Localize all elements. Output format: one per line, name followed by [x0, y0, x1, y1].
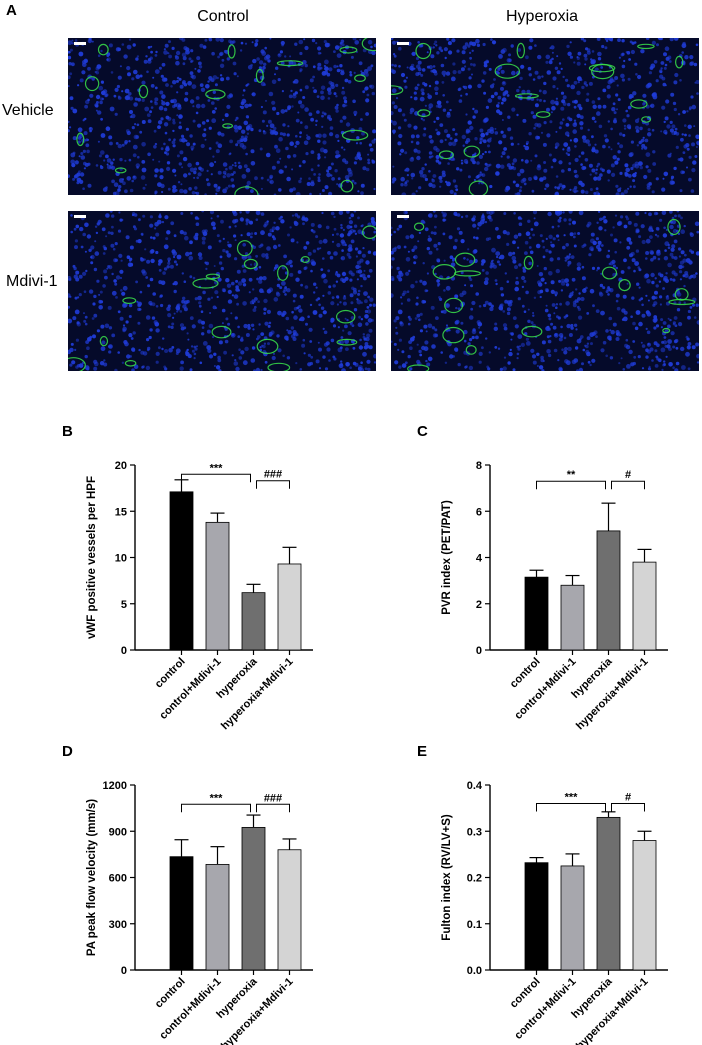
- y-axis-label: PVR index (PET/PAT): [441, 500, 453, 615]
- x-tick-label: control: [153, 976, 188, 1011]
- y-tick-label: 15: [115, 506, 127, 518]
- x-tick-label: hyperoxia+Mdivi-1: [219, 656, 296, 733]
- column-header-control: Control: [197, 8, 249, 25]
- y-tick-label: 0: [476, 645, 482, 657]
- x-tick-label: control+Mdivi-1: [157, 656, 223, 722]
- y-tick-label: 6: [476, 506, 482, 518]
- x-tick-label: hyperoxia+Mdivi-1: [574, 656, 651, 733]
- y-axis-label: vWF positive vessels per HPF: [86, 476, 98, 639]
- micrograph-hyperoxia-vehicle: [391, 38, 699, 195]
- nuclei-texture: [68, 211, 376, 371]
- y-tick-label: 8: [476, 460, 482, 472]
- significance-label: **: [567, 469, 576, 481]
- y-tick-label: 1200: [103, 780, 127, 792]
- bar-hyperoxia: [596, 816, 621, 971]
- significance-bracket: [181, 803, 251, 813]
- column-header-hyperoxia: Hyperoxia: [505, 8, 579, 25]
- significance-label: ###: [264, 469, 282, 481]
- y-tick-label: 0.0: [467, 965, 482, 977]
- y-tick-label: 0.1: [467, 919, 482, 931]
- significance-label: ***: [565, 792, 579, 804]
- bar-control-mdivi-1: [205, 863, 230, 971]
- chart-b: B 0 5 10 15 20 vWF positive vessels per HPF con…: [0, 410, 340, 732]
- panel-letter: C: [417, 423, 428, 440]
- x-tick-label: control: [153, 656, 188, 691]
- y-tick-label: 4: [476, 553, 483, 565]
- scale-bar: [397, 42, 409, 45]
- y-axis-label: Fulton index (RV/LV+S): [441, 814, 453, 941]
- bar-control: [169, 491, 194, 651]
- micrograph-control-vehicle: [68, 38, 376, 195]
- vessel-staining: [391, 42, 684, 195]
- x-tick-label: control+Mdivi-1: [157, 976, 223, 1042]
- scale-bar: [74, 215, 86, 218]
- panel-letter: E: [417, 743, 427, 760]
- bar-control: [524, 862, 549, 971]
- bar-hyperoxia: [596, 530, 621, 651]
- scale-bar: [74, 42, 86, 45]
- significance-label: ***: [210, 462, 224, 474]
- y-tick-label: 600: [109, 873, 127, 885]
- row-header-vehicle: Vehicle: [2, 102, 54, 119]
- significance-bracket: [536, 480, 606, 490]
- bar-control-mdivi-1: [205, 521, 230, 651]
- bar-hyperoxia-mdivi-1: [632, 840, 657, 971]
- bar-control-mdivi-1: [560, 584, 585, 651]
- x-tick-label: control: [508, 656, 543, 691]
- panel-letter-a: A: [6, 2, 17, 19]
- significance-label: ***: [210, 792, 224, 804]
- bar-control-mdivi-1: [560, 865, 585, 971]
- significance-label: #: [625, 469, 631, 481]
- y-axis-label: PA peak flow velocity (mm/s): [86, 799, 98, 956]
- panel-letter: B: [62, 423, 73, 440]
- y-tick-label: 0: [121, 965, 127, 977]
- bar-hyperoxia-mdivi-1: [277, 849, 302, 971]
- y-tick-label: 10: [115, 553, 127, 565]
- significance-bracket: [611, 803, 645, 812]
- y-tick-label: 20: [115, 460, 127, 472]
- bar-control: [524, 576, 549, 651]
- x-tick-label: control+Mdivi-1: [512, 976, 578, 1042]
- vessel-staining: [76, 38, 376, 195]
- y-tick-label: 300: [109, 919, 127, 931]
- chart-e: E 0.0 0.1 0.2 0.3 0.4 Fulton index (RV/LV+S) co…: [355, 730, 695, 1045]
- panel-letter: D: [62, 743, 73, 760]
- significance-bracket: [256, 803, 290, 813]
- vessel-staining: [68, 225, 376, 371]
- significance-label: ###: [264, 792, 282, 804]
- significance-bracket: [256, 480, 290, 489]
- significance-bracket: [181, 473, 251, 483]
- bar-hyperoxia: [241, 592, 266, 651]
- y-tick-label: 900: [109, 826, 127, 838]
- x-tick-label: control+Mdivi-1: [512, 656, 578, 722]
- nuclei-texture: [391, 211, 699, 371]
- y-tick-label: 0: [121, 645, 127, 657]
- row-header-mdivi: Mdivi-1: [6, 273, 58, 290]
- micrograph-control-mdivi: [68, 211, 376, 371]
- y-tick-label: 2: [476, 599, 482, 611]
- bar-hyperoxia-mdivi-1: [632, 561, 657, 651]
- y-tick-label: 5: [121, 599, 127, 611]
- vessel-staining: [407, 218, 696, 371]
- bar-hyperoxia-mdivi-1: [277, 563, 302, 651]
- significance-label: #: [625, 792, 631, 804]
- nuclei-texture: [391, 38, 699, 195]
- bar-hyperoxia: [241, 826, 266, 971]
- significance-bracket: [536, 803, 606, 812]
- nuclei-texture: [68, 38, 376, 195]
- y-tick-label: 0.3: [467, 826, 482, 838]
- y-tick-label: 0.2: [467, 873, 482, 885]
- y-tick-label: 0.4: [467, 780, 483, 792]
- significance-bracket: [611, 480, 645, 490]
- scale-bar: [397, 215, 409, 218]
- micrograph-hyperoxia-mdivi: [391, 211, 699, 371]
- bar-control: [169, 856, 194, 971]
- chart-d: D 0 300 600 900 1200 PA peak flow velocity (mm…: [0, 730, 340, 1045]
- x-tick-label: control: [508, 976, 543, 1011]
- chart-c: C 0 2 4 6 8 PVR index (PET/PAT) control control+…: [355, 410, 695, 732]
